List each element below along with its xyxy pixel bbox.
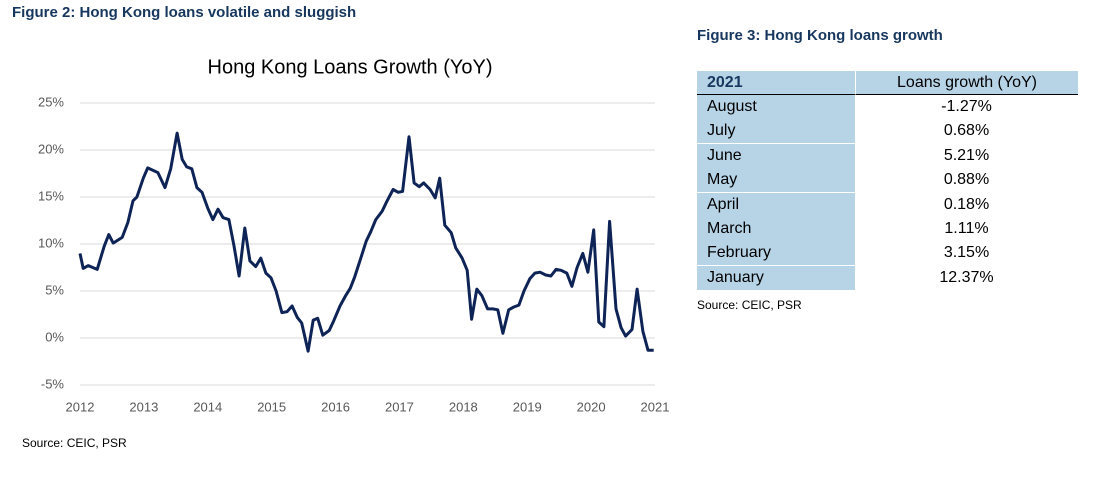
source: Source: CEIC, PSR bbox=[22, 436, 127, 450]
x-tick-label: 2021 bbox=[641, 399, 670, 414]
table-cell: 5.21% bbox=[943, 146, 990, 164]
y-tick-label: -5% bbox=[41, 376, 65, 391]
table-cell: March bbox=[697, 217, 855, 241]
table-cell: 1.11% bbox=[944, 220, 989, 237]
y-tick-label: 15% bbox=[38, 188, 64, 203]
x-tick-label: 2018 bbox=[449, 399, 478, 414]
table-cell: Loans growth (YoY) bbox=[855, 71, 1078, 95]
figure-title: Figure 2: Hong Kong loans volatile and s… bbox=[12, 4, 357, 21]
figure-title: Figure 3: Hong Kong loans growth bbox=[697, 27, 943, 44]
table-cell: June bbox=[697, 143, 855, 168]
x-tick-label: 2016 bbox=[321, 399, 350, 414]
line bbox=[78, 131, 654, 353]
table-cell: 0.88% bbox=[943, 171, 990, 189]
table-cell: August bbox=[697, 95, 855, 119]
table-cell: 3.15% bbox=[943, 244, 990, 262]
table-cell: July bbox=[697, 119, 855, 144]
x-tick-label: 2013 bbox=[129, 399, 158, 414]
y-tick-label: 0% bbox=[45, 329, 64, 344]
table-cell: April bbox=[697, 192, 855, 217]
table-cell: 12.37% bbox=[939, 268, 994, 286]
x-tick-label: 2012 bbox=[66, 399, 95, 414]
y-tick-label: 25% bbox=[38, 94, 64, 109]
x-tick-label: 2017 bbox=[385, 399, 414, 414]
x-tick-label: 2014 bbox=[193, 399, 222, 414]
table-cell: -1.27% bbox=[941, 98, 992, 115]
table-cell: 2021 bbox=[697, 71, 855, 95]
table-cell: 0.18% bbox=[943, 195, 990, 213]
x-tick-label: 2019 bbox=[513, 399, 542, 414]
table-cell: May bbox=[697, 168, 855, 193]
y-tick-label: 5% bbox=[45, 282, 64, 297]
y-tick-label: 10% bbox=[38, 235, 64, 250]
table-cell: January bbox=[697, 265, 855, 290]
x-tick-label: 2015 bbox=[257, 399, 286, 414]
x-tick-label: 2020 bbox=[577, 399, 606, 414]
table-cell: 0.68% bbox=[943, 122, 990, 140]
source: Source: CEIC, PSR bbox=[697, 298, 802, 313]
chart: Hong Kong Loans Growth (YoY) -5% 0% 5% 10% 1… bbox=[38, 56, 670, 414]
chart-title: Hong Kong Loans Growth (YoY) bbox=[208, 56, 493, 78]
y-tick-label: 20% bbox=[38, 141, 64, 156]
table-cell: February bbox=[697, 241, 855, 266]
